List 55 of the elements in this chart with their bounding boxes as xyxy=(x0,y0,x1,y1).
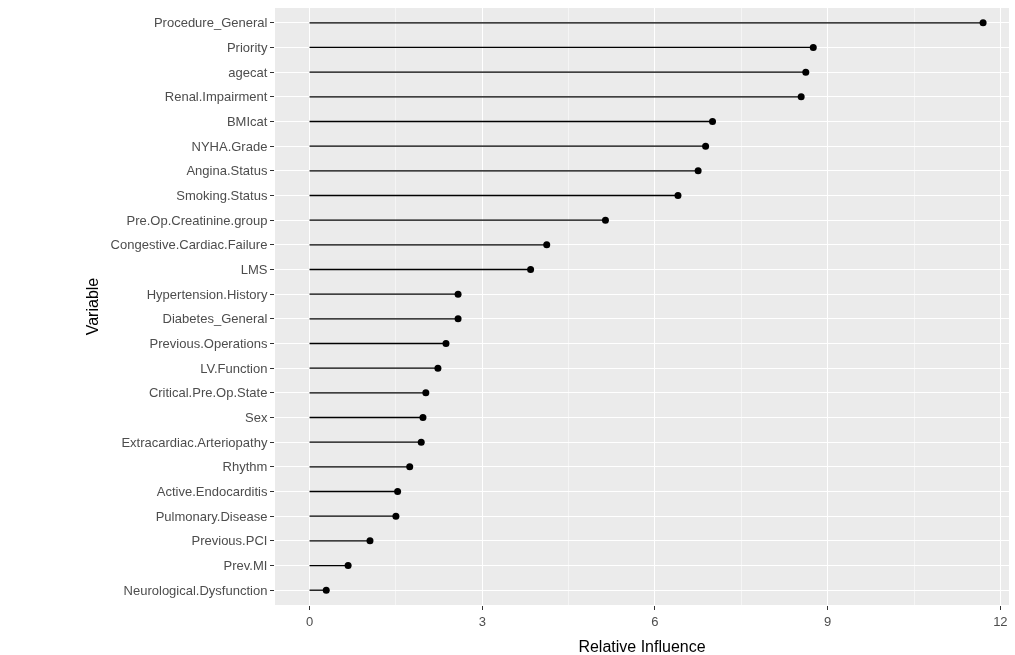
point xyxy=(344,562,352,570)
y-tick-label: Critical.Pre.Op.State xyxy=(148,385,268,401)
point xyxy=(601,216,609,224)
y-tick-label: Prev.MI xyxy=(223,558,268,574)
x-tick-label: 6 xyxy=(651,613,659,629)
point xyxy=(527,266,535,273)
y-tick-label: Extracardiac.Arteriopathy xyxy=(121,434,268,450)
y-tick-label: Angina.Status xyxy=(186,163,268,179)
y-tick-label: Congestive.Cardiac.Failure xyxy=(110,237,268,253)
y-tick-label: Procedure_General xyxy=(153,15,268,31)
y-axis-title: Variable xyxy=(83,277,101,336)
y-tick-label: Active.Endocarditis xyxy=(156,484,268,500)
y-tick-label: BMIcat xyxy=(226,114,268,130)
point xyxy=(322,586,330,594)
point xyxy=(419,414,427,422)
x-tick-label: 0 xyxy=(305,613,314,629)
y-tick-label: Hypertension.History xyxy=(146,286,268,302)
y-tick-label: Diabetes_General xyxy=(162,311,268,327)
point xyxy=(392,512,400,520)
y-tick-label: Neurological.Dysfunction xyxy=(123,582,268,598)
point xyxy=(797,93,805,101)
point xyxy=(394,488,402,496)
y-tick-label: Previous.PCI xyxy=(191,533,268,549)
y-tick-label: Priority xyxy=(226,40,268,56)
x-tick-label: 3 xyxy=(478,613,486,629)
x-axis-title: Relative Influence xyxy=(578,638,706,655)
point xyxy=(809,43,817,51)
y-tick-label: NYHA.Grade xyxy=(191,138,268,154)
y-tick-label: Sex xyxy=(244,410,268,426)
point xyxy=(694,167,702,175)
y-tick-label: Pre.Op.Creatinine.group xyxy=(126,212,268,228)
y-tick-label: Renal.Impairment xyxy=(164,89,268,105)
point xyxy=(543,241,551,249)
point xyxy=(417,438,425,446)
y-tick-label: LV.Function xyxy=(200,360,268,376)
y-tick-label: agecat xyxy=(228,64,268,80)
y-tick-label: Previous.Operations xyxy=(149,336,268,352)
y-tick-label: LMS xyxy=(240,262,268,278)
point xyxy=(802,68,810,76)
y-tick-label: Pulmonary.Disease xyxy=(155,508,268,524)
point xyxy=(702,142,710,150)
point xyxy=(422,389,430,397)
y-tick-label: Smoking.Status xyxy=(176,188,268,204)
y-tick-label: Rhythm xyxy=(222,459,268,475)
point xyxy=(366,537,374,545)
point xyxy=(709,117,717,125)
point xyxy=(979,19,987,27)
point xyxy=(434,364,442,372)
point xyxy=(454,290,462,298)
x-tick-label: 9 xyxy=(824,613,832,629)
point xyxy=(442,340,450,347)
point xyxy=(674,191,682,199)
point xyxy=(454,315,462,323)
x-tick-label: 12 xyxy=(993,613,1008,629)
point xyxy=(406,463,414,471)
